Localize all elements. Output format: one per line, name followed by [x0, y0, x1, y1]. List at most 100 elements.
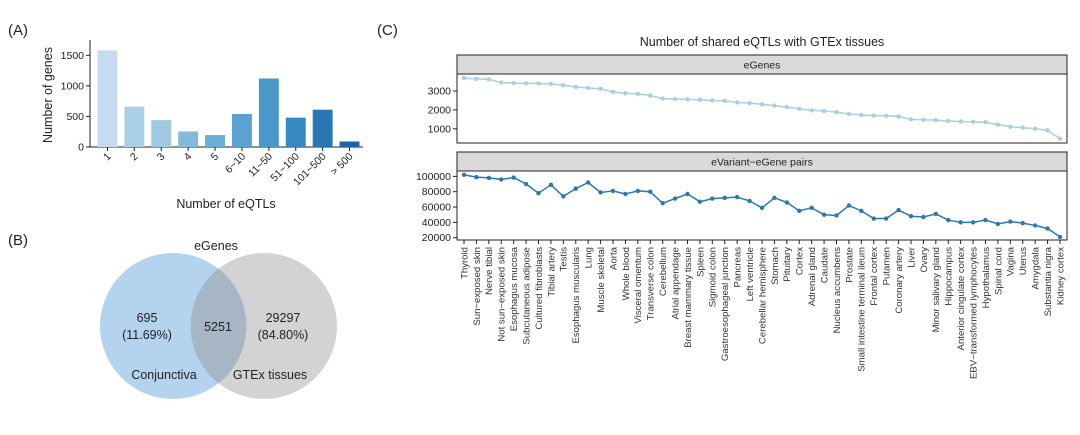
c-x-tick-label-38: Minor salivary gland	[931, 247, 942, 332]
c-pairs-point-25	[772, 195, 777, 201]
c-pairs-point-8	[561, 194, 566, 199]
panel-label-c: (C)	[377, 22, 398, 39]
c-egenes-point-5	[523, 81, 529, 86]
c-pairs-y-tick-label-2: 60000	[422, 202, 451, 214]
a-bar-6	[258, 78, 279, 147]
c-chart-title: Number of shared eQTLs with GTEx tissues	[640, 35, 885, 49]
c-egenes-point-20	[710, 98, 715, 103]
c-pairs-point-14	[635, 188, 641, 194]
c-pairs-point-48	[1057, 234, 1063, 240]
c-x-tick-label-16: Cerebellum	[658, 247, 669, 296]
c-x-tick-label-13: Whole blood	[621, 247, 632, 300]
c-pairs-point-41	[970, 220, 976, 225]
c-pairs-point-5	[523, 181, 529, 187]
c-egenes-point-3	[499, 80, 504, 85]
a-bar-8	[312, 109, 333, 147]
c-pairs-point-9	[573, 186, 578, 191]
c-x-tick-label-5: Subcutaneous adipose	[521, 247, 532, 345]
c-x-tick-label-24: Cerebellar hemisphere	[757, 247, 768, 344]
c-pairs-point-3	[499, 177, 504, 182]
c-egenes-point-24	[759, 102, 765, 107]
c-egenes-point-45	[1020, 125, 1025, 130]
c-pairs-point-35	[896, 207, 901, 213]
panel-label-b: (B)	[8, 232, 28, 249]
a-x-tick-label-5: 6~10	[223, 151, 248, 176]
c-pairs-point-33	[871, 216, 876, 221]
c-egenes-point-36	[908, 117, 914, 122]
c-egenes-point-9	[573, 84, 578, 90]
c-x-tick-label-19: Spleen	[695, 247, 706, 277]
c-egenes-y-tick-label-0: 1000	[428, 123, 452, 135]
c-egenes-point-38	[933, 117, 939, 123]
c-x-tick-label-26: Pituitary	[782, 247, 793, 282]
c-egenes-point-12	[610, 89, 616, 95]
c-x-tick-labels: Thyroid Sun−exposed skin Nerve tibial Not s…	[459, 240, 1066, 379]
c-pairs-point-39	[946, 217, 951, 223]
c-egenes-point-14	[635, 91, 641, 97]
c-egenes-point-2	[486, 77, 492, 82]
c-egenes-point-41	[970, 119, 976, 125]
c-x-tick-label-29: Caudate	[819, 247, 830, 283]
venn-left-label: Conjunctiva	[131, 368, 196, 382]
a-y-ticks: 0 500 1000 1500	[61, 50, 90, 154]
c-pairs-point-18	[685, 191, 690, 197]
panel-label-a: (A)	[8, 22, 28, 39]
c-egenes-point-39	[946, 118, 951, 124]
c-x-tick-label-28: Adrenal gland	[807, 247, 818, 306]
c-facet-egenes-y-ticks: 1000 2000 3000	[428, 86, 457, 135]
c-pairs-point-2	[486, 175, 492, 181]
c-pairs-point-31	[846, 203, 852, 208]
c-facet-pairs-y-ticks: 20000 40000 60000 80000 100000	[416, 171, 457, 244]
c-egenes-point-37	[921, 117, 926, 122]
c-x-tick-label-12: Aorta	[608, 246, 619, 270]
c-pairs-point-16	[660, 201, 665, 206]
c-x-tick-label-41: EBV−transformed lymphocytes	[968, 247, 979, 379]
c-pairs-point-36	[908, 214, 914, 219]
c-pairs-point-13	[623, 191, 628, 197]
c-x-tick-label-3: Not sun−exposed skin	[497, 247, 508, 342]
line-chart-shared-eqtls: Number of shared eQTLs with GTEx tissues…	[416, 35, 1068, 379]
a-x-tick-label-2: 3	[155, 151, 168, 164]
c-facet-pairs-frame	[456, 170, 1068, 241]
c-pairs-point-21	[722, 195, 727, 201]
c-pairs-point-40	[958, 220, 963, 225]
c-x-tick-label-35: Coronary artery	[894, 247, 905, 314]
c-pairs-point-15	[648, 189, 653, 194]
c-pairs-point-26	[784, 200, 790, 205]
c-x-tick-label-0: Thyroid	[459, 247, 470, 279]
c-x-tick-label-6: Cultured fibroblasts	[534, 247, 545, 330]
a-x-tick-label-3: 4	[182, 151, 195, 164]
c-x-tick-label-34: Putamen	[882, 247, 893, 285]
c-pairs-point-28	[809, 205, 814, 210]
c-x-tick-label-14: Visceral omentum	[633, 247, 644, 324]
c-egenes-point-32	[859, 112, 864, 118]
c-x-tick-label-7: Tibial artery	[546, 247, 557, 297]
c-egenes-point-47	[1045, 128, 1050, 133]
c-egenes-point-35	[896, 114, 901, 119]
c-egenes-point-10	[585, 85, 591, 91]
a-bars	[97, 50, 360, 147]
c-egenes-y-tick-label-2: 3000	[428, 86, 452, 98]
c-x-tick-label-36: Liver	[906, 246, 917, 268]
c-x-tick-label-21: Gastroesophageal junction	[720, 247, 731, 361]
a-y-tick-label-3: 1500	[61, 50, 85, 62]
c-pairs-point-10	[585, 180, 591, 185]
c-pairs-point-19	[697, 199, 703, 204]
c-egenes-point-8	[561, 83, 566, 88]
c-pairs-y-tick-label-1: 40000	[422, 217, 451, 229]
c-egenes-point-17	[672, 96, 678, 102]
a-bar-1	[124, 106, 145, 147]
c-egenes-point-25	[772, 103, 777, 108]
c-x-tick-label-22: Pancreas	[733, 247, 744, 288]
a-bar-3	[178, 131, 199, 147]
c-egenes-point-6	[536, 81, 541, 86]
c-egenes-point-15	[648, 93, 653, 98]
c-x-tick-label-25: Stomach	[770, 247, 781, 285]
a-y-axis-title: Number of genes	[41, 47, 55, 143]
c-x-tick-label-4: Esophagus mucosa	[509, 246, 520, 331]
c-pairs-point-0	[461, 172, 467, 178]
c-x-tick-label-15: Transverse colon	[646, 247, 657, 320]
c-x-tick-label-40: Anterior cingulate cortex	[956, 247, 967, 351]
c-x-tick-label-30: Nucleus accumbens	[832, 247, 843, 334]
